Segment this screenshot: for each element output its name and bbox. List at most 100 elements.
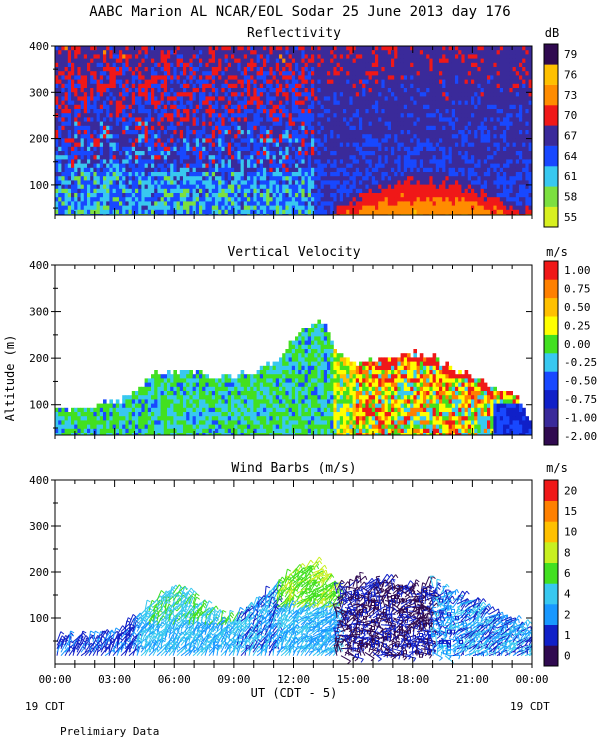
reflectivity-cell	[87, 109, 91, 114]
reflectivity-cell	[167, 167, 171, 173]
reflectivity-cell	[435, 134, 440, 139]
reflectivity-cell	[215, 180, 219, 185]
reflectivity-cell	[407, 58, 411, 64]
reflectivity-cell	[170, 130, 174, 135]
reflectivity-cell	[119, 62, 123, 68]
reflectivity-cell	[419, 134, 424, 139]
reflectivity-cell	[362, 71, 366, 76]
reflectivity-cell	[381, 167, 385, 173]
reflectivity-cell	[279, 180, 283, 185]
reflectivity-cell	[381, 142, 385, 148]
reflectivity-cell	[119, 184, 123, 190]
reflectivity-cell	[327, 54, 331, 59]
reflectivity-cell	[135, 134, 139, 139]
reflectivity-cell	[243, 117, 248, 122]
reflectivity-cell	[199, 67, 203, 72]
reflectivity-cell	[119, 138, 123, 143]
reflectivity-cell	[173, 201, 177, 206]
reflectivity-cell	[314, 130, 318, 135]
reflectivity-cell	[183, 83, 187, 89]
reflectivity-cell	[336, 172, 341, 177]
reflectivity-cell	[103, 130, 107, 135]
reflectivity-cell	[295, 130, 299, 135]
reflectivity-cell	[67, 151, 72, 156]
reflectivity-cell	[147, 180, 152, 185]
reflectivity-cell	[135, 125, 139, 131]
reflectivity-cell	[170, 176, 174, 181]
reflectivity-cell	[151, 67, 155, 72]
reflectivity-cell	[378, 163, 382, 169]
reflectivity-cell	[327, 188, 331, 194]
reflectivity-cell	[147, 92, 152, 97]
reflectivity-cell	[195, 46, 200, 51]
reflectivity-cell	[154, 134, 158, 139]
reflectivity-cell	[333, 109, 337, 114]
reflectivity-cell	[90, 104, 94, 110]
reflectivity-cell	[243, 62, 248, 68]
reflectivity-cell	[272, 79, 277, 85]
reflectivity-cell	[189, 167, 193, 173]
reflectivity-cell	[67, 176, 72, 181]
reflectivity-cell	[199, 134, 203, 139]
reflectivity-cell	[423, 167, 427, 173]
reflectivity-cell	[71, 167, 75, 173]
reflectivity-cell	[400, 125, 405, 131]
reflectivity-cell	[320, 146, 325, 152]
reflectivity-cell	[323, 62, 328, 68]
reflectivity-cell	[439, 151, 443, 156]
reflectivity-cell	[99, 155, 104, 160]
reflectivity-cell	[279, 71, 283, 76]
reflectivity-cell	[391, 100, 395, 106]
reflectivity-cell	[189, 113, 193, 118]
reflectivity-cell	[362, 92, 366, 97]
reflectivity-cell	[413, 46, 417, 51]
reflectivity-cell	[307, 50, 312, 55]
reflectivity-cell	[221, 67, 225, 72]
reflectivity-cell	[413, 134, 417, 139]
reflectivity-cell	[323, 113, 328, 118]
reflectivity-cell	[378, 201, 382, 206]
reflectivity-cell	[96, 83, 101, 89]
reflectivity-cell	[327, 176, 331, 181]
reflectivity-cell	[154, 62, 158, 68]
reflectivity-cell	[375, 117, 379, 122]
reflectivity-cell	[413, 121, 417, 127]
reflectivity-cell	[71, 138, 75, 143]
reflectivity-cell	[96, 205, 101, 211]
reflectivity-cell	[176, 151, 181, 156]
reflectivity-cell	[170, 67, 174, 72]
reflectivity-cell	[157, 151, 161, 156]
reflectivity-cell	[423, 113, 427, 118]
reflectivity-cell	[192, 159, 197, 164]
reflectivity-cell	[304, 117, 309, 122]
reflectivity-cell	[96, 75, 101, 80]
reflectivity-cell	[103, 50, 107, 55]
reflectivity-cell	[74, 159, 78, 164]
reflectivity-cell	[160, 142, 165, 148]
reflectivity-cell	[186, 58, 190, 64]
reflectivity-cell	[186, 75, 190, 80]
reflectivity-cell	[195, 88, 200, 93]
reflectivity-cell	[394, 117, 398, 122]
reflectivity-cell	[93, 201, 97, 206]
reflectivity-cell	[240, 159, 245, 164]
reflectivity-cell	[359, 130, 363, 135]
reflectivity-cell	[378, 79, 382, 85]
reflectivity-cell	[419, 113, 424, 118]
reflectivity-cell	[307, 88, 312, 93]
reflectivity-cell	[234, 146, 238, 152]
reflectivity-cell	[99, 205, 104, 211]
reflectivity-cell	[317, 180, 321, 185]
reflectivity-cell	[432, 104, 437, 110]
reflectivity-cell	[87, 79, 91, 85]
reflectivity-cell	[131, 58, 136, 64]
reflectivity-cell	[221, 134, 225, 139]
reflectivity-cell	[435, 109, 440, 114]
reflectivity-cell	[317, 88, 321, 93]
reflectivity-cell	[394, 125, 398, 131]
reflectivity-cell	[429, 197, 433, 202]
reflectivity-cell	[394, 159, 398, 164]
reflectivity-cell	[391, 83, 395, 89]
reflectivity-cell	[375, 201, 379, 206]
reflectivity-cell	[410, 62, 414, 68]
